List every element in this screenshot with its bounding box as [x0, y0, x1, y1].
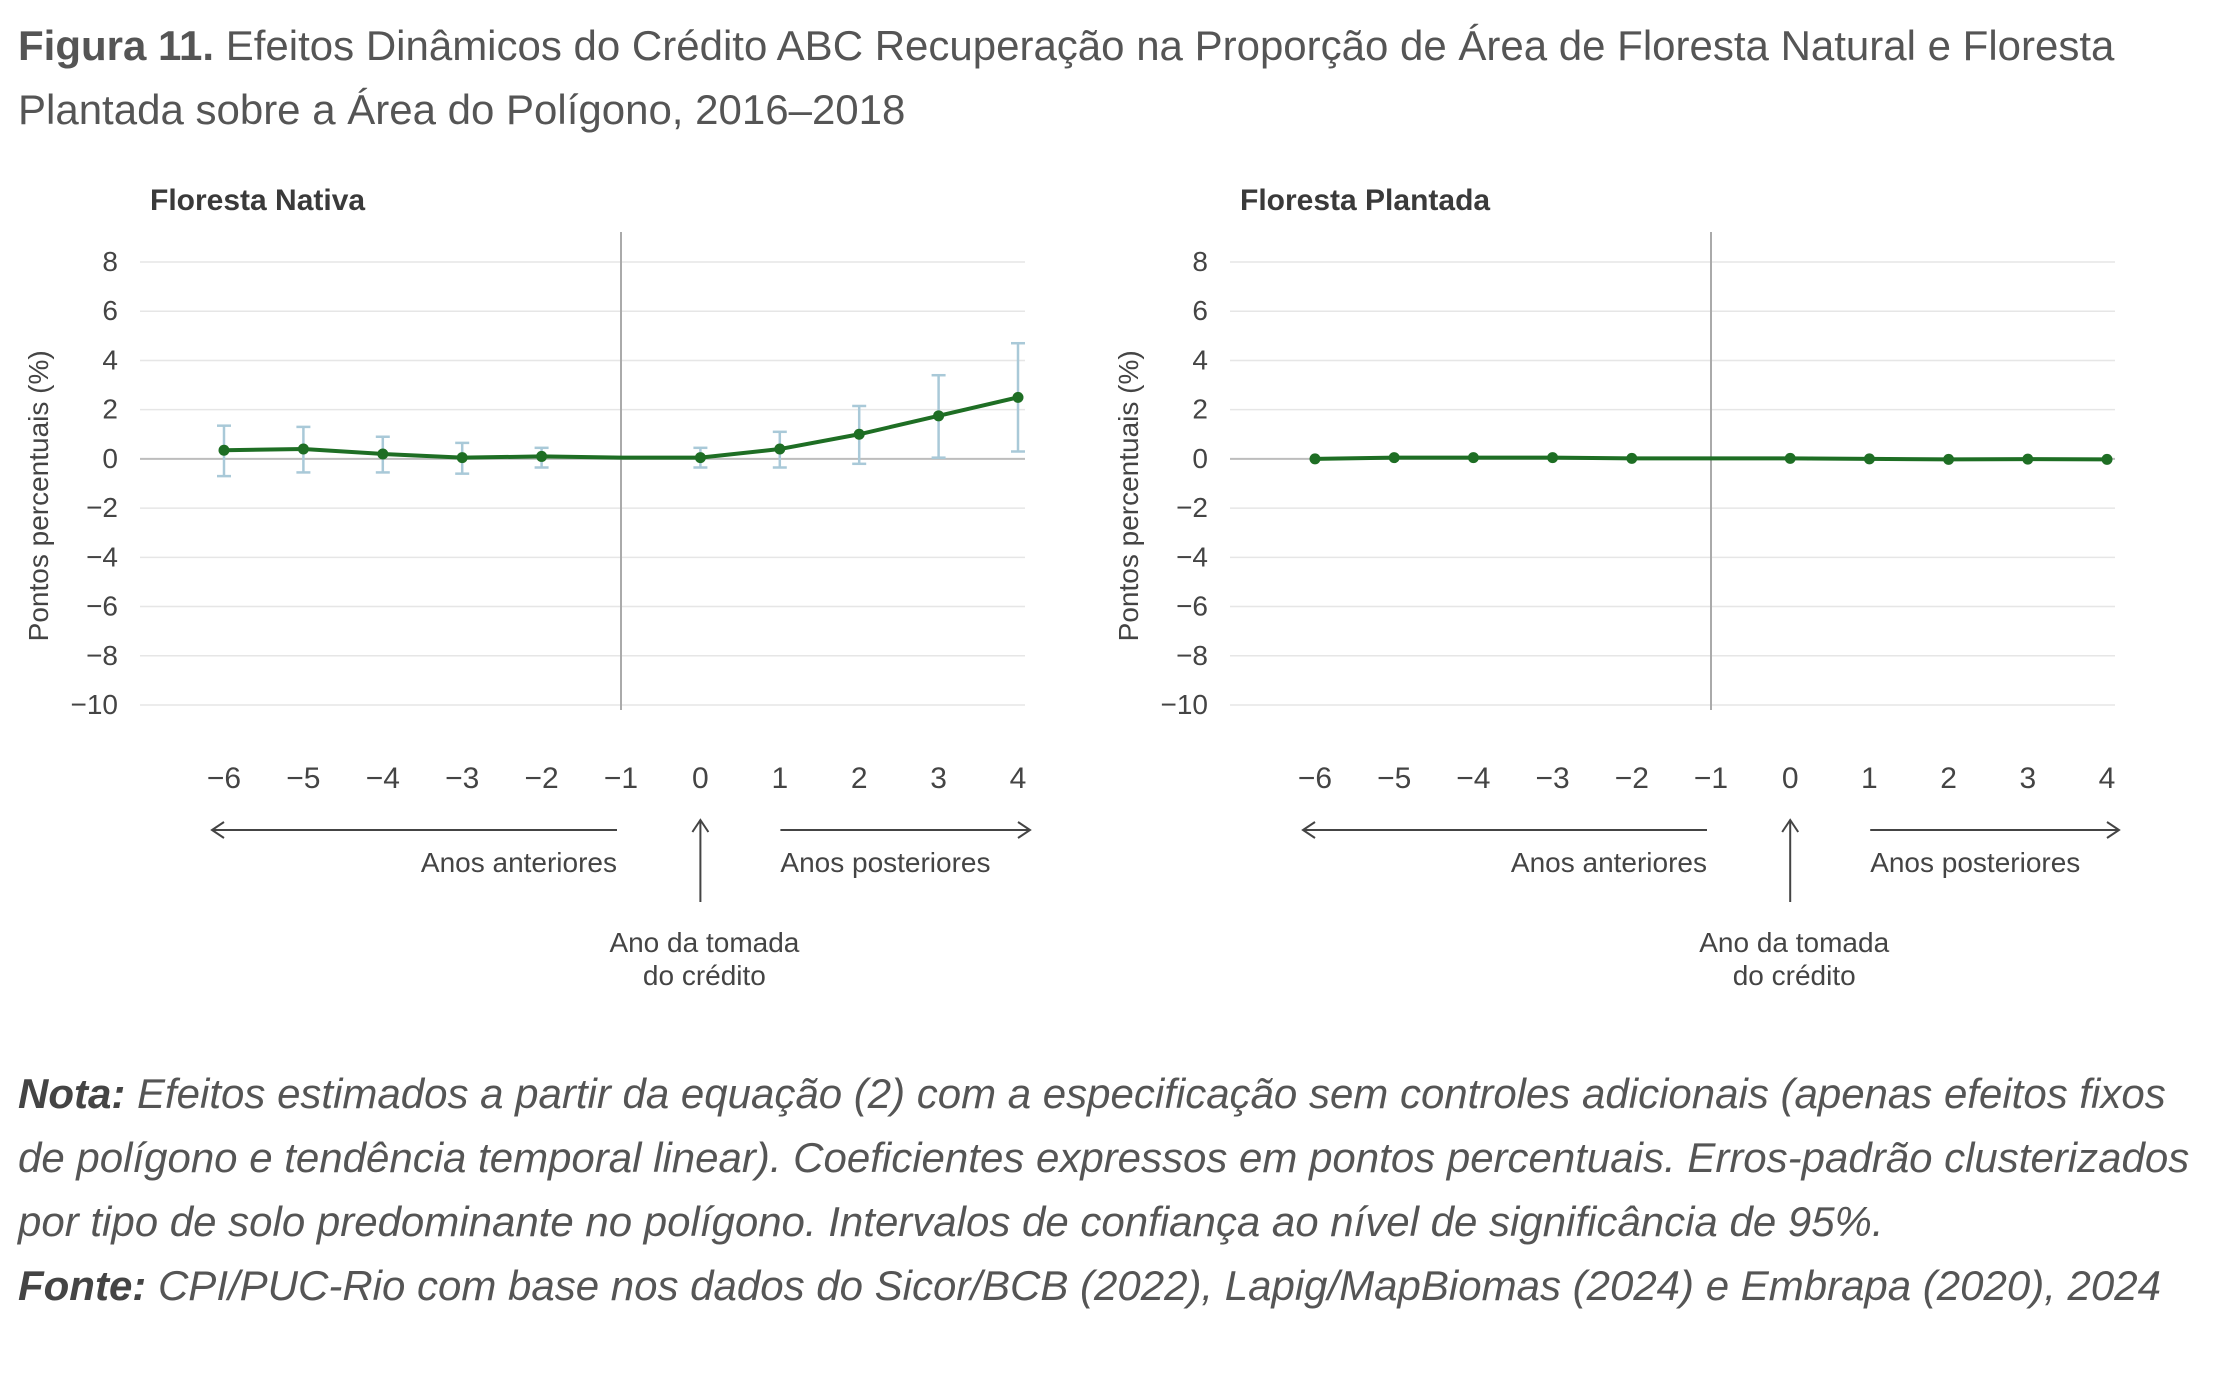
p2-data-point	[1467, 452, 1479, 464]
notes-block: Nota: Efeitos estimados a partir da equa…	[18, 1062, 2198, 1318]
p1-x-tick-label: −6	[207, 762, 241, 795]
p2-data-point	[2101, 453, 2113, 465]
p1-x-tick-label: −4	[366, 762, 400, 795]
p2-future-arrow-head	[2106, 821, 2121, 839]
p2-series-line	[1314, 455, 2108, 462]
p1-panel-title: Floresta Nativa	[150, 184, 365, 217]
p2-x-tick-label: −4	[1456, 762, 1490, 795]
p1-data-point	[853, 428, 865, 440]
p2-y-tick-label: −4	[1176, 541, 1208, 572]
p1-data-point	[456, 452, 468, 464]
p1-x-tick-label: −1	[604, 762, 638, 795]
p2-data-point	[1863, 453, 1875, 465]
p2-event-label-line2: do crédito	[1733, 960, 1856, 991]
p2-data-point	[1547, 452, 1559, 464]
p2-data-point	[1626, 452, 1638, 464]
figure-label: Figura 11.	[18, 22, 215, 69]
p2-data-point	[1309, 453, 1321, 465]
p1-event-label-line2: do crédito	[643, 960, 766, 991]
p2-y-tick-label: 0	[1192, 443, 1208, 474]
p1-data-point	[218, 444, 230, 456]
nota-paragraph: Nota: Efeitos estimados a partir da equa…	[18, 1062, 2198, 1254]
p1-y-tick-label: 6	[102, 295, 118, 326]
figure-title-text: Efeitos Dinâmicos do Crédito ABC Recuper…	[18, 22, 2115, 133]
figure-title: Figura 11. Efeitos Dinâmicos do Crédito …	[18, 14, 2168, 142]
p1-y-tick-label: −2	[86, 492, 118, 523]
p1-data-point	[377, 448, 389, 460]
p1-future-arrow-head	[1017, 821, 1032, 839]
p1-y-tick-label: −10	[71, 689, 119, 720]
p2-data-point	[1943, 453, 1955, 465]
p2-y-tick-label: 8	[1192, 246, 1208, 277]
charts-area: Floresta Nativa Pontos percentuais (%) 8 6 4…	[0, 150, 2214, 1010]
fonte-label: Fonte:	[18, 1262, 147, 1309]
p1-x-tick-label: −2	[524, 762, 558, 795]
p2-y-tick-label: −6	[1176, 591, 1208, 622]
p2-x-tick-label: 0	[1782, 762, 1799, 795]
p1-future-years-label: Anos posteriores	[780, 847, 990, 878]
fonte-text: CPI/PUC-Rio com base nos dados do Sicor/…	[157, 1262, 2161, 1309]
p2-future-years-label: Anos posteriores	[1870, 847, 2080, 878]
p1-x-tick-label: −3	[445, 762, 479, 795]
p1-y-axis-label: Pontos percentuais (%)	[23, 350, 54, 641]
p2-y-tick-label: 6	[1192, 295, 1208, 326]
p1-y-tick-label: −4	[86, 541, 118, 572]
p1-event-label-line1: Ano da tomada	[609, 927, 799, 958]
p2-data-point	[1784, 452, 1796, 464]
p2-y-tick-label: 4	[1192, 344, 1208, 375]
p2-x-tick-label: 3	[2019, 762, 2036, 795]
p1-y-tick-label: −8	[86, 640, 118, 671]
p2-past-arrow-head	[1301, 821, 1316, 839]
p1-x-tick-label: 4	[1010, 762, 1027, 795]
p2-x-tick-label: 2	[1940, 762, 1957, 795]
p2-x-tick-label: −1	[1694, 762, 1728, 795]
p1-data-point	[774, 443, 786, 455]
fonte-paragraph: Fonte: CPI/PUC-Rio com base nos dados do…	[18, 1254, 2198, 1318]
p2-y-tick-label: −2	[1176, 492, 1208, 523]
nota-text: Efeitos estimados a partir da equação (2…	[18, 1070, 2190, 1245]
p2-event-arrow-head	[1781, 818, 1800, 833]
p1-y-tick-label: 2	[102, 394, 118, 425]
p1-x-tick-label: 0	[692, 762, 709, 795]
p1-x-tick-label: 3	[930, 762, 947, 795]
p1-y-tick-label: 4	[102, 344, 118, 375]
p2-panel-title: Floresta Plantada	[1240, 184, 1490, 217]
p2-data-point	[2022, 453, 2034, 465]
nota-label: Nota:	[18, 1070, 126, 1117]
p2-x-tick-label: 1	[1861, 762, 1878, 795]
p1-data-point	[694, 452, 706, 464]
p1-data-point	[297, 443, 309, 455]
p2-x-tick-label: −2	[1615, 762, 1649, 795]
p1-past-years-label: Anos anteriores	[421, 847, 617, 878]
p1-data-point	[536, 450, 548, 462]
p1-x-tick-label: −5	[286, 762, 320, 795]
p1-past-arrow-head	[210, 821, 225, 839]
p1-y-tick-label: 8	[102, 246, 118, 277]
p1-y-tick-label: 0	[102, 443, 118, 474]
p2-x-tick-label: 4	[2099, 762, 2116, 795]
charts-svg: Floresta Nativa Pontos percentuais (%) 8 6 4…	[23, 184, 2121, 991]
p1-data-point	[933, 410, 945, 422]
p2-y-tick-label: 2	[1192, 394, 1208, 425]
p1-x-tick-label: 2	[851, 762, 868, 795]
p2-y-axis-label: Pontos percentuais (%)	[1113, 350, 1144, 641]
p1-event-arrow-head	[691, 818, 710, 833]
p2-y-tick-label: −10	[1161, 689, 1209, 720]
p2-data-point	[1388, 452, 1400, 464]
p2-past-years-label: Anos anteriores	[1511, 847, 1707, 878]
p1-series-line	[223, 395, 1019, 460]
p2-y-tick-label: −8	[1176, 640, 1208, 671]
p1-y-tick-label: −6	[86, 591, 118, 622]
p1-data-point	[1012, 391, 1024, 403]
p1-x-tick-label: 1	[771, 762, 788, 795]
p2-x-tick-label: −6	[1298, 762, 1332, 795]
p2-x-tick-label: −3	[1535, 762, 1569, 795]
p2-x-tick-label: −5	[1377, 762, 1411, 795]
p2-event-label-line1: Ano da tomada	[1699, 927, 1889, 958]
